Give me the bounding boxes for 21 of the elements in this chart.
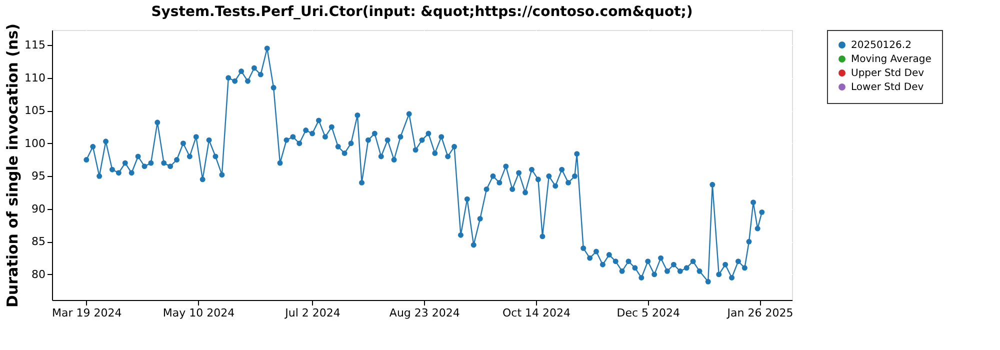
y-tick-label: 80	[32, 268, 46, 281]
x-tick-label: Jul 2 2024	[284, 306, 340, 320]
legend-label: Upper Std Dev	[851, 68, 924, 79]
y-tick-label: 100	[24, 136, 46, 150]
y-axis-title: Duration of single invocation (ns)	[4, 24, 22, 308]
y-tick-label: 85	[32, 235, 46, 248]
legend-label: 20250126.2	[851, 40, 912, 51]
x-tick-label: Oct 14 2024	[502, 306, 571, 320]
y-tick-label: 110	[24, 71, 46, 84]
x-tick-label: Jan 26 2025	[726, 306, 794, 320]
legend-label: Lower Std Dev	[851, 82, 924, 93]
y-tick-label: 95	[32, 170, 46, 183]
y-tick-label: 90	[32, 202, 46, 216]
x-tick-label: Mar 19 2024	[52, 306, 122, 320]
y-tick-label: 105	[24, 104, 46, 118]
x-tick-label: May 10 2024	[162, 306, 235, 320]
legend-label: Moving Average	[851, 54, 932, 65]
x-tick-label: Aug 23 2024	[389, 306, 460, 320]
y-tick-label: 115	[24, 38, 46, 52]
chart-title: System.Tests.Perf_Uri.Ctor(input: &quot;https://contoso.com&quot;)	[151, 4, 693, 20]
x-tick-label: Dec 5 2024	[616, 306, 680, 320]
